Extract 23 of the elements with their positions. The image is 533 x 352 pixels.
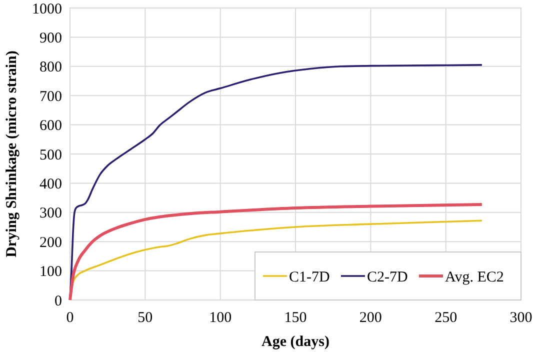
y-tick-label: 300 [40, 206, 62, 222]
x-tick-label: 250 [434, 310, 458, 326]
x-tick-label: 0 [66, 310, 74, 326]
y-axis-title: Drying Shrinkage (micro strain) [4, 50, 20, 258]
x-tick-label: 300 [510, 310, 532, 326]
x-axis-title: Age (days) [262, 334, 330, 350]
x-tick-label: 150 [284, 310, 307, 326]
x-tick-label: 50 [138, 310, 153, 326]
y-tick-label: 600 [40, 118, 62, 134]
legend-label: Avg. EC2 [445, 269, 504, 286]
y-tick-label: 200 [40, 234, 62, 251]
x-tick-label: 200 [359, 310, 382, 326]
legend-label: C2-7D [367, 269, 408, 286]
y-tick-label: 500 [40, 147, 62, 164]
y-tick-label: 400 [40, 176, 62, 192]
y-tick-label: 100 [40, 264, 62, 280]
legend-label: C1-7D [289, 269, 330, 286]
y-tick-label: 1000 [32, 1, 62, 18]
y-tick-label: 900 [40, 30, 62, 46]
x-tick-label: 100 [209, 310, 232, 326]
y-tick-label: 800 [40, 60, 62, 76]
y-tick-label: 0 [54, 293, 62, 310]
y-tick-label: 700 [40, 88, 62, 105]
